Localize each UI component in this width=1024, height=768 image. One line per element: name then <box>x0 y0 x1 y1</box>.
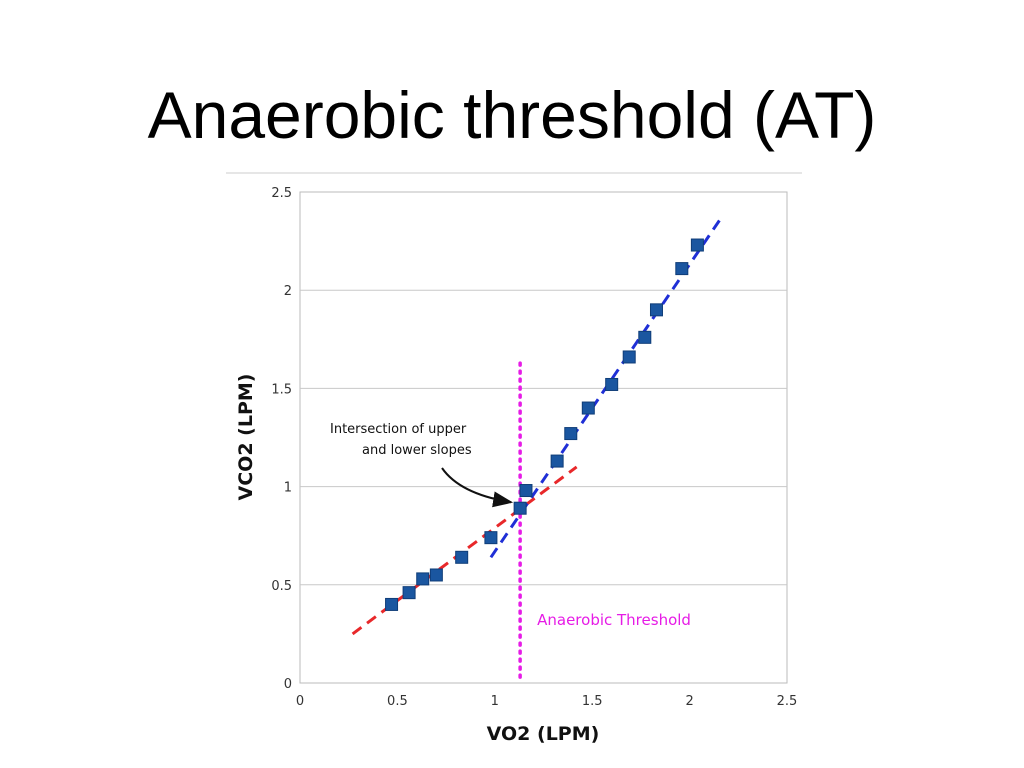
threshold-group: Anaerobic Threshold <box>518 361 691 679</box>
data-point <box>402 586 416 600</box>
annotation-arrow <box>441 467 514 508</box>
annotations: Intersection of upper and lower slopes <box>330 422 514 508</box>
annotation-line-2: and lower slopes <box>362 443 472 458</box>
data-point <box>690 238 704 252</box>
data-point <box>622 350 636 364</box>
y-axis-label: VCO2 (LPM) <box>235 374 257 501</box>
x-axis-label: VO2 (LPM) <box>487 723 600 745</box>
annotation-line-1: Intersection of upper <box>330 422 467 437</box>
data-point <box>675 262 689 276</box>
data-point <box>581 401 595 415</box>
plot-area <box>299 191 788 684</box>
y-tick-label: 1.5 <box>271 382 292 397</box>
data-points <box>385 238 704 611</box>
y-tick-label: 0.5 <box>271 579 292 594</box>
data-point <box>638 330 652 344</box>
x-tick-label: 2.5 <box>777 694 798 709</box>
y-tick-label: 1 <box>284 481 292 496</box>
y-tick-label: 2.5 <box>271 186 292 201</box>
y-tick-label: 2 <box>284 284 292 299</box>
tick-labels: 0 0.5 1 1.5 2 2.5 0 0.5 1 1.5 2 2.5 <box>271 186 797 709</box>
data-point <box>385 597 399 611</box>
data-point <box>429 568 443 582</box>
y-tick-label: 0 <box>284 677 292 692</box>
data-point <box>455 550 469 564</box>
x-tick-label: 0.5 <box>387 694 408 709</box>
data-point <box>550 454 564 468</box>
threshold-label: Anaerobic Threshold <box>537 611 691 629</box>
x-tick-label: 0 <box>296 694 304 709</box>
data-point <box>416 572 430 586</box>
data-point <box>484 531 498 545</box>
data-point <box>513 501 527 515</box>
x-tick-label: 1.5 <box>582 694 603 709</box>
x-tick-label: 1 <box>491 694 499 709</box>
data-point <box>649 303 663 317</box>
slide-title: Anaerobic threshold (AT) <box>147 78 877 152</box>
data-point <box>564 427 578 441</box>
data-point <box>519 484 533 498</box>
x-tick-label: 2 <box>685 694 693 709</box>
data-point <box>605 377 619 391</box>
grid-lines <box>300 289 787 586</box>
